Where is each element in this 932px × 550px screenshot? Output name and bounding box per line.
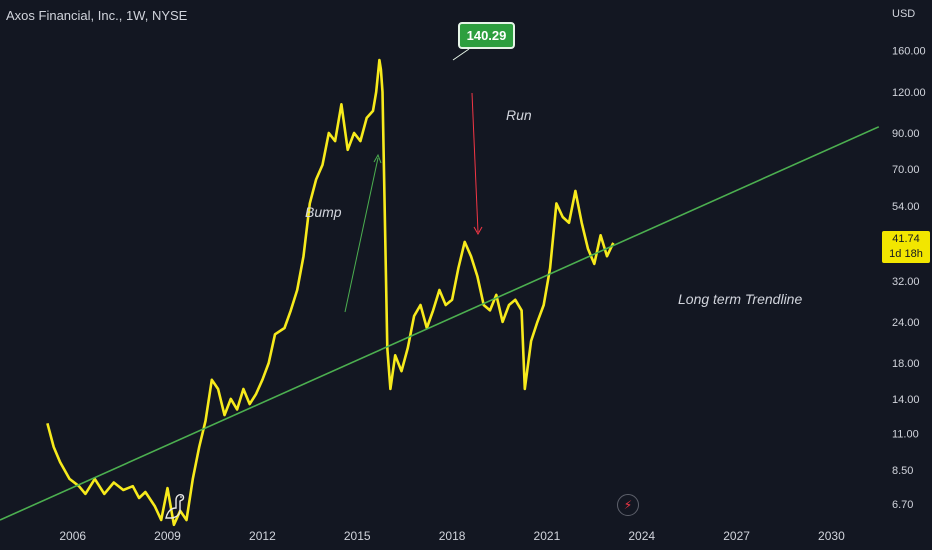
lightning-icon[interactable]: ⚡ <box>617 494 639 516</box>
price-tick-label: 120.00 <box>892 87 926 99</box>
bump-arrow-head <box>373 153 382 164</box>
price-tick-label: 8.50 <box>892 465 913 477</box>
chart-title: Axos Financial, Inc., 1W, NYSE <box>6 8 188 23</box>
price-line[interactable] <box>46 58 615 527</box>
price-tick-label: 160.00 <box>892 46 926 58</box>
last-price-value: 41.74 <box>892 233 920 245</box>
dino-logo-icon <box>165 494 185 519</box>
price-tick-label: 18.00 <box>892 358 920 370</box>
time-tick-label: 2021 <box>534 529 561 543</box>
trendline-annotation[interactable]: Long term Trendline <box>678 291 803 307</box>
price-tick-label: 6.70 <box>892 499 913 511</box>
time-tick-label: 2009 <box>154 529 181 543</box>
peak-price-callout[interactable]: 140.29 <box>458 22 515 49</box>
callout-pointer <box>452 48 470 61</box>
time-tick-label: 2030 <box>818 529 845 543</box>
price-axis[interactable]: 160.00 120.00 90.00 70.00 54.00 32.00 24.00 18.… <box>892 46 926 512</box>
time-tick-label: 2012 <box>249 529 276 543</box>
run-arrow[interactable] <box>471 92 479 233</box>
bar-countdown: 1d 18h <box>889 248 923 260</box>
time-tick-label: 2018 <box>439 529 466 543</box>
time-tick-label: 2006 <box>59 529 86 543</box>
trendline[interactable] <box>0 126 880 521</box>
price-tick-label: 90.00 <box>892 128 920 140</box>
price-tick-label: 14.00 <box>892 394 920 406</box>
bump-annotation[interactable]: Bump <box>305 204 342 220</box>
bump-arrow[interactable] <box>344 157 379 313</box>
price-tick-label: 32.00 <box>892 276 920 288</box>
price-tick-label: 54.00 <box>892 201 920 213</box>
annotation-arrows <box>344 48 483 313</box>
series-layer <box>0 58 880 527</box>
price-tick-label: 24.00 <box>892 317 920 329</box>
time-tick-label: 2027 <box>723 529 750 543</box>
currency-label[interactable]: USD <box>892 8 916 20</box>
run-annotation[interactable]: Run <box>506 107 532 123</box>
time-tick-label: 2015 <box>344 529 371 543</box>
time-tick-label: 2024 <box>628 529 655 543</box>
price-tick-label: 70.00 <box>892 164 920 176</box>
price-tick-label: 11.00 <box>892 428 919 440</box>
time-axis[interactable]: 2006 2009 2012 2015 2018 2021 2024 2027 2030 <box>59 529 845 543</box>
last-price-label[interactable]: 41.74 1d 18h <box>882 231 930 263</box>
run-arrow-head <box>473 226 483 236</box>
